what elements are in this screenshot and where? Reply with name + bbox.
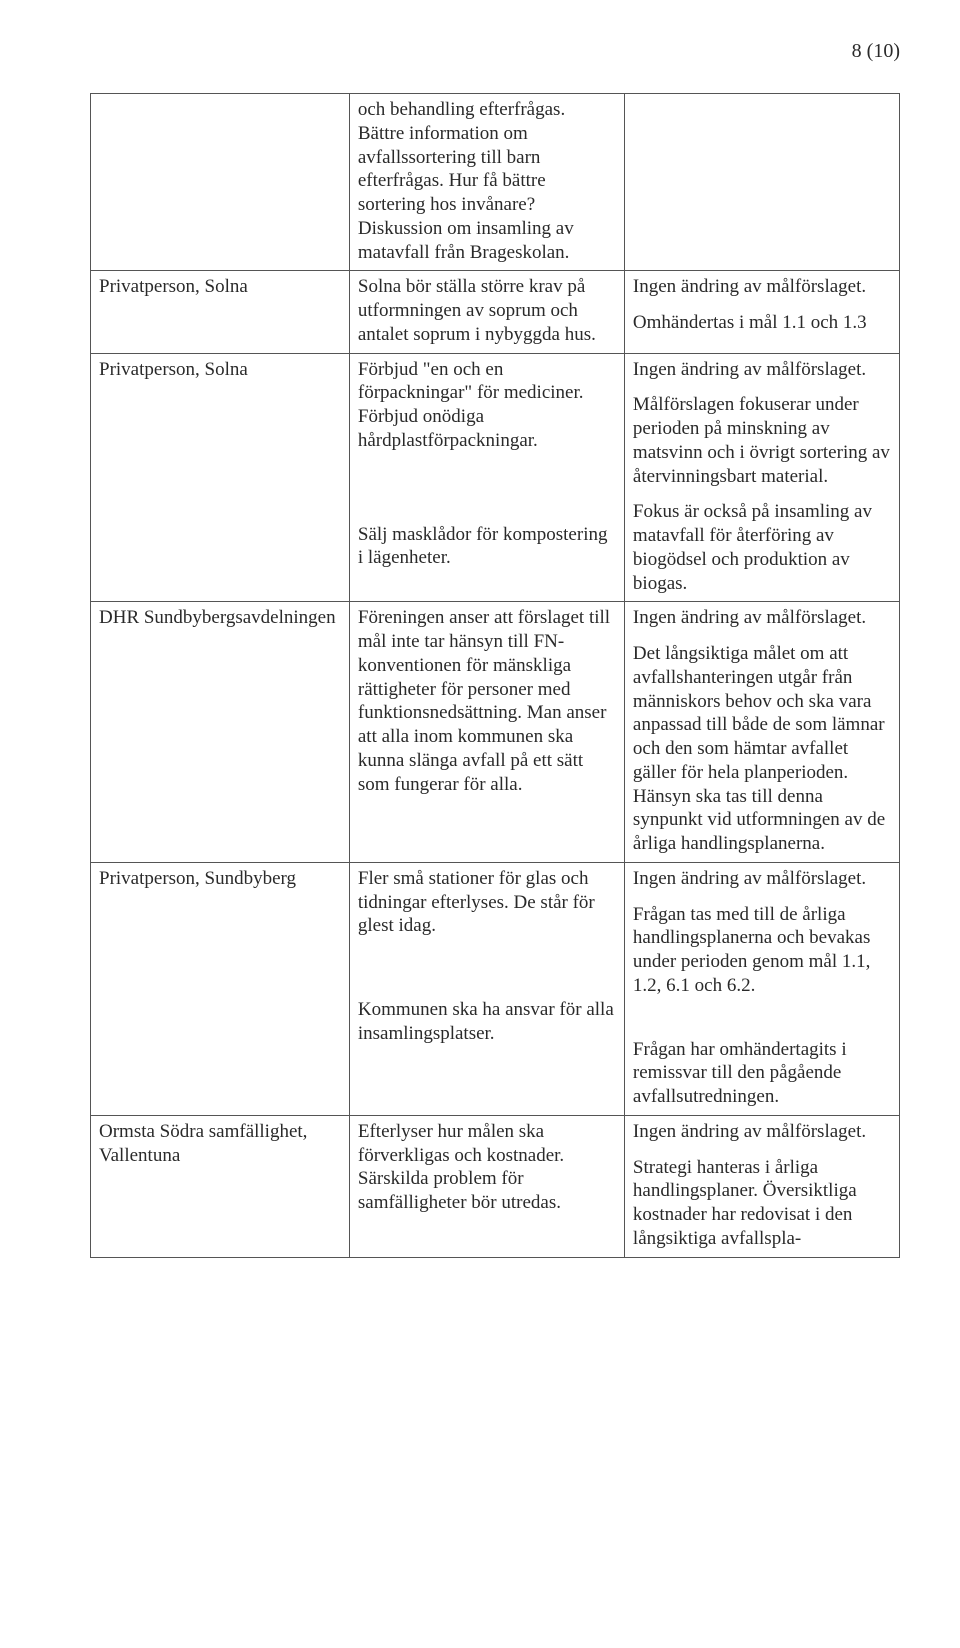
table-row: Ormsta Södra samfällighet, Vallentuna Eft…: [91, 1115, 900, 1257]
cell-text: Det långsiktiga målet om att avfallshant…: [633, 642, 891, 856]
cell-text: Föreningen anser att förslaget till mål …: [358, 606, 616, 796]
table-cell: Förbjud "en och en förpackningar" för me…: [349, 353, 624, 602]
table-cell: Ingen ändring av målförslaget. Målförslag…: [624, 353, 899, 602]
cell-text: Ingen ändring av målförslaget.: [633, 275, 891, 299]
table-cell: Privatperson, Sundbyberg: [91, 862, 350, 1115]
cell-text: Sälj masklådor för kompostering i lägenh…: [358, 523, 616, 571]
table-row: och behandling efterfrågas. Bättre infor…: [91, 94, 900, 271]
table-row: DHR Sundbybergsavdelningen Föreningen ans…: [91, 602, 900, 863]
cell-text: Omhändertas i mål 1.1 och 1.3: [633, 311, 891, 335]
page-number: 8 (10): [90, 40, 900, 63]
table-cell: Solna bör ställa större krav på utformni…: [349, 271, 624, 353]
cell-text: Ingen ändring av målförslaget.: [633, 358, 891, 382]
cell-text: Privatperson, Solna: [99, 358, 341, 382]
table-cell: Föreningen anser att förslaget till mål …: [349, 602, 624, 863]
table-cell: Fler små stationer för glas och tidninga…: [349, 862, 624, 1115]
cell-text: Fokus är också på insamling av matavfall…: [633, 500, 891, 595]
table-row: Privatperson, Sundbyberg Fler små station…: [91, 862, 900, 1115]
table-cell: Ormsta Södra samfällighet, Vallentuna: [91, 1115, 350, 1257]
cell-text: Solna bör ställa större krav på utformni…: [358, 275, 616, 346]
cell-text: Ingen ändring av målförslaget.: [633, 1120, 891, 1144]
cell-text: Efterlyser hur målen ska förverkligas oc…: [358, 1120, 616, 1215]
table-cell: Privatperson, Solna: [91, 353, 350, 602]
table-row: Privatperson, Solna Förbjud "en och en fö…: [91, 353, 900, 602]
cell-text: Kommunen ska ha ansvar för alla insamlin…: [358, 998, 616, 1046]
table-cell: Ingen ändring av målförslaget. Det långsi…: [624, 602, 899, 863]
table-cell: Ingen ändring av målförslaget. Frågan tas…: [624, 862, 899, 1115]
table-cell: Ingen ändring av målförslaget. Strategi h…: [624, 1115, 899, 1257]
cell-text: DHR Sundbybergsavdelningen: [99, 606, 341, 630]
page: 8 (10) och behandling efterfrågas. Bättr…: [0, 0, 960, 1278]
table-row: Privatperson, Solna Solna bör ställa stör…: [91, 271, 900, 353]
cell-text: Strategi hanteras i årliga handlingsplan…: [633, 1156, 891, 1251]
table-cell: Efterlyser hur målen ska förverkligas oc…: [349, 1115, 624, 1257]
cell-text: Privatperson, Sundbyberg: [99, 867, 341, 891]
table-cell: och behandling efterfrågas. Bättre infor…: [349, 94, 624, 271]
table-cell: DHR Sundbybergsavdelningen: [91, 602, 350, 863]
cell-text: Fler små stationer för glas och tidninga…: [358, 867, 616, 938]
cell-text: Frågan tas med till de årliga handlingsp…: [633, 903, 891, 998]
cell-text: och behandling efterfrågas. Bättre infor…: [358, 98, 616, 264]
cell-text: Privatperson, Solna: [99, 275, 341, 299]
table-cell: [91, 94, 350, 271]
table-cell: [624, 94, 899, 271]
cell-text: Ingen ändring av målförslaget.: [633, 606, 891, 630]
cell-text: Målförslagen fokuserar under perioden på…: [633, 393, 891, 488]
table-cell: Ingen ändring av målförslaget. Omhänderta…: [624, 271, 899, 353]
content-table: och behandling efterfrågas. Bättre infor…: [90, 93, 900, 1258]
cell-text: Frågan har omhändertagits i remissvar ti…: [633, 1038, 891, 1109]
cell-text: Ormsta Södra samfällighet, Vallentuna: [99, 1120, 341, 1168]
cell-text: Förbjud "en och en förpackningar" för me…: [358, 358, 616, 453]
cell-text: Ingen ändring av målförslaget.: [633, 867, 891, 891]
table-cell: Privatperson, Solna: [91, 271, 350, 353]
